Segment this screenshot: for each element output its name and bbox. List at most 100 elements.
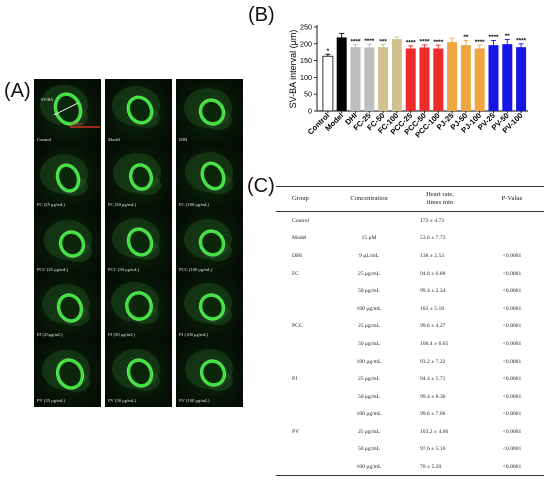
micrograph-cell: DHI: [176, 79, 243, 146]
bar: [419, 47, 430, 111]
bar: [405, 48, 416, 111]
sv-ba-bar-chart: 0 50 100 150 200 250 SV-BA interval (μm) * Contr…: [270, 0, 550, 172]
cell-group: [276, 458, 336, 476]
cell-p-value: <0.0001: [502, 252, 522, 259]
cell-concentration: 100 μg/mL: [356, 463, 382, 470]
cell-group: [276, 335, 336, 353]
significance-label: ****: [420, 39, 430, 46]
bar: [502, 44, 513, 111]
table-header-row: Group Concentration Heart rate, times mi…: [276, 186, 544, 212]
cell-heart-rate: 93.2 ± 7.22: [420, 358, 446, 365]
table-row: 100 μg/mL 99.6 ± 7.66 <0.0001: [276, 406, 544, 424]
cell-p-value: <0.0001: [502, 288, 522, 295]
micrograph-cell: FC (50 μg/mL): [105, 144, 172, 211]
cell-heart-rate: 99.4 ± 2.24: [420, 288, 446, 295]
zebrafish-heart-image: [112, 349, 160, 391]
cell-concentration: 50 μg/mL: [357, 288, 381, 295]
header-p-value: P-Value: [501, 195, 523, 203]
cell-concentration: 15 μM: [361, 235, 377, 242]
cell-group: [276, 282, 336, 300]
significance-label: ****: [406, 40, 416, 47]
bar: [378, 47, 389, 111]
cell-heart-rate: 99.4 ± 8.36: [420, 393, 446, 400]
control-marker: *: [327, 48, 330, 55]
zebrafish-heart-image: [184, 219, 232, 261]
heart-rate-table: Group Concentration Heart rate, times mi…: [276, 186, 544, 476]
heart-outline: [199, 98, 225, 126]
micrograph-caption: PJ (100 μg/mL): [179, 332, 209, 338]
panel-a-label: (A): [4, 80, 31, 102]
micrograph-caption: PJ (50 μg/mL): [108, 332, 135, 338]
heart-outline: [199, 229, 225, 257]
table-body: Control 172 ± 4.73 Model 15 μM 53.6 ± 7.73 DH…: [276, 212, 544, 476]
table-row: PV 25 μg/mL 103.2 ± 4.66 <0.0001: [276, 423, 544, 441]
table-row: 50 μg/mL 100.4 ± 6.65 <0.0001: [276, 335, 544, 353]
table: Group Concentration Heart rate, times mi…: [276, 186, 544, 476]
y-tick-label: 200: [300, 39, 312, 48]
micrograph-cell: PCC (25 μg/mL): [34, 209, 101, 276]
bar: [391, 39, 402, 111]
heart-outline: [59, 230, 85, 258]
micrograph-caption: FC (25 μg/mL): [37, 202, 65, 208]
bar: [322, 55, 334, 112]
cell-group: DHI: [292, 252, 302, 259]
significance-label: ***: [379, 38, 387, 45]
cell-p-value: [480, 230, 544, 248]
significance-label: **: [505, 33, 510, 40]
micrograph-grid: SV-BA 100μm Control Model DHI FC (25 μg/mL) FC…: [34, 79, 243, 471]
cell-p-value: <0.0001: [502, 411, 522, 418]
heart-outline: [54, 92, 82, 126]
cell-concentration: 100 μg/mL: [356, 305, 382, 312]
heart-outline: [199, 293, 225, 321]
cell-p-value: <0.0001: [502, 376, 522, 383]
micrograph-caption: PV (100 μg/mL): [179, 398, 210, 404]
significance-label: ****: [433, 39, 443, 46]
heart-outline: [127, 358, 153, 388]
cell-concentration: 9 μL/mL: [359, 252, 379, 259]
cell-group: PCC: [292, 323, 303, 330]
y-tick-label: 250: [300, 23, 312, 32]
micrograph-caption: PCC (100 μg/mL): [179, 267, 213, 273]
table-row: 50 μg/mL 99.4 ± 8.36 <0.0001: [276, 388, 544, 406]
cell-heart-rate: 138 ± 2.53: [420, 252, 445, 259]
cell-group: Control: [292, 218, 310, 225]
cell-heart-rate: 103.2 ± 4.66: [420, 428, 449, 435]
zebrafish-heart-image: [111, 282, 159, 324]
micrograph-caption: Control: [37, 137, 52, 143]
micrograph-cell: PV (50 μg/mL): [105, 340, 172, 407]
cell-concentration: 25 μg/mL: [357, 323, 381, 330]
bar: [460, 45, 471, 112]
cell-concentration: 100 μg/mL: [356, 358, 382, 365]
header-heart-rate: Heart rate, times min: [402, 187, 480, 212]
cell-heart-rate: 99.6 ± 4.27: [420, 323, 446, 330]
sv-ba-measure-line: [53, 102, 79, 116]
y-tick-label: 50: [304, 90, 312, 99]
cell-heart-rate: 97.6 ± 5.16: [420, 446, 446, 453]
y-tick-label: 150: [300, 56, 312, 65]
header-group: Group: [292, 195, 309, 203]
bar: [364, 47, 375, 111]
cell-p-value: <0.0001: [502, 305, 522, 312]
zebrafish-heart-image: [184, 283, 232, 325]
cell-p-value: <0.0001: [502, 340, 522, 347]
cell-group: Model: [292, 235, 307, 242]
heart-outline: [57, 293, 83, 323]
cell-group: [276, 353, 336, 371]
cell-heart-rate: 70 ± 5.20: [420, 463, 442, 470]
micrograph-cell: PJ (50 μg/mL): [105, 274, 172, 341]
cell-concentration: 25 μg/mL: [357, 428, 381, 435]
cell-p-value: <0.0001: [502, 446, 522, 453]
heart-outline: [127, 227, 153, 257]
table-row: PCC 25 μg/mL 99.6 ± 4.27 <0.0001: [276, 318, 544, 336]
micrograph-caption: FC (50 μg/mL): [108, 202, 136, 208]
cell-concentration: 100 μg/mL: [356, 411, 382, 418]
cell-p-value: <0.0001: [502, 358, 522, 365]
cell-group: [276, 406, 336, 424]
micrograph-caption: Model: [108, 137, 120, 143]
table-row: Control 172 ± 4.73: [276, 212, 544, 230]
table-row: PJ 25 μg/mL 94.4 ± 5.71 <0.0001: [276, 370, 544, 388]
micrograph-cell: PCC (100 μg/mL): [176, 209, 243, 276]
micrograph-caption: PV (50 μg/mL): [108, 398, 137, 404]
micrograph-caption: FC (100 μg/mL): [179, 202, 210, 208]
